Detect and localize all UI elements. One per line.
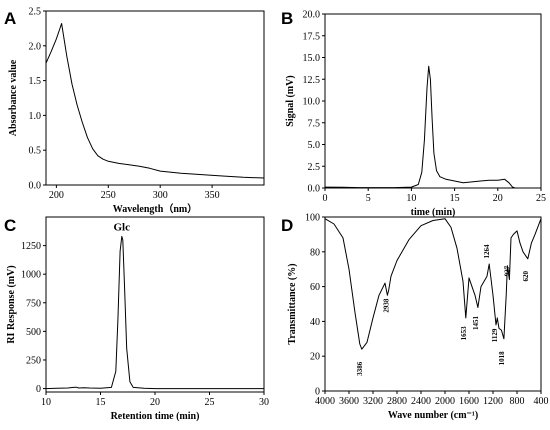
peak-annotation: 1451 — [472, 315, 480, 330]
panel-letter: D — [281, 216, 293, 235]
series-line — [45, 23, 265, 179]
x-tick-label: 15 — [96, 397, 106, 408]
y-axis-label: Signal (mV) — [285, 75, 296, 126]
x-tick-label: 4000 — [315, 396, 335, 407]
x-tick-label: 30 — [259, 397, 269, 408]
y-tick-label: 20 — [310, 352, 320, 363]
panel-A: A 200 250 300 350 0.0 0.5 1.0 1.5 2.0 2.5 Wavelengt… — [4, 7, 265, 215]
panel-C: C 10 15 20 25 30 0 250 500 750 1000 1250 Retention t… — [4, 216, 269, 422]
y-tick-label: 2.5 — [29, 7, 42, 18]
x-tick-label: 3600 — [339, 396, 359, 407]
y-tick-label: 500 — [26, 327, 41, 338]
x-tick-label: 3200 — [363, 396, 383, 407]
y-tick-label: 250 — [26, 355, 41, 366]
peak-annotation: 1129 — [491, 328, 499, 342]
peak-annotation: 1653 — [460, 326, 468, 341]
y-tick-label: 0 — [315, 387, 320, 398]
y-tick-label: 100 — [305, 213, 320, 224]
x-tick-label: 400 — [534, 396, 549, 407]
peak-annotation: 620 — [522, 271, 530, 282]
y-axis-label: Absorbance value — [8, 59, 19, 136]
y-axis-label: Transmittance (%) — [287, 263, 298, 344]
y-tick-label: 20.0 — [303, 10, 321, 21]
y-tick-label: 80 — [310, 247, 320, 258]
y-tick-label: 750 — [26, 298, 41, 309]
x-tick-label: 10 — [406, 193, 416, 204]
x-axis-label: Wavelength（nm） — [113, 202, 197, 215]
peak-annotation: 1264 — [483, 244, 491, 258]
x-tick-label: 350 — [205, 190, 220, 201]
y-tick-label: 10.0 — [303, 97, 321, 108]
x-tick-label: 300 — [153, 190, 168, 201]
x-tick-label: 1200 — [483, 396, 503, 407]
x-axis-label: Wave number (cm⁻¹) — [388, 410, 478, 421]
x-tick-label: 20 — [493, 193, 503, 204]
x-tick-label: 2800 — [387, 396, 407, 407]
y-tick-label: 1250 — [21, 241, 41, 252]
y-axis-label: RI Response (mV) — [6, 265, 17, 343]
y-tick-label: 0.0 — [308, 184, 321, 195]
y-tick-label: 7.5 — [308, 118, 321, 129]
peak-annotation: 927 — [503, 265, 511, 276]
y-tick-label: 17.5 — [303, 31, 321, 42]
x-tick-label: 2400 — [411, 396, 431, 407]
x-tick-label: 800 — [510, 396, 525, 407]
x-tick-label: 0 — [323, 193, 328, 204]
x-tick-label: 25 — [536, 193, 546, 204]
y-tick-label: 15.0 — [303, 53, 321, 64]
panel-letter: C — [4, 216, 16, 235]
peak-label: Glc — [114, 221, 131, 233]
y-tick-label: 1000 — [21, 270, 41, 281]
x-tick-label: 200 — [49, 190, 64, 201]
plot-frame — [45, 216, 265, 393]
panel-letter: B — [281, 9, 293, 28]
y-tick-label: 2.0 — [29, 41, 42, 52]
x-tick-label: 1600 — [459, 396, 479, 407]
peak-annotation: 1018 — [498, 351, 506, 366]
y-tick-label: 12.5 — [303, 75, 321, 86]
x-axis-label: time (min) — [411, 207, 456, 218]
y-tick-label: 40 — [310, 317, 320, 328]
y-tick-label: 60 — [310, 282, 320, 293]
y-tick-label: 2.5 — [308, 162, 321, 173]
series-line — [45, 235, 264, 390]
series-line — [324, 218, 542, 350]
y-tick-label: 0.5 — [29, 146, 42, 157]
x-tick-label: 20 — [150, 397, 160, 408]
y-tick-label: 0.0 — [29, 181, 42, 192]
x-tick-label: 15 — [450, 193, 460, 204]
x-tick-label: 2000 — [435, 396, 455, 407]
peak-annotation: 3386 — [356, 361, 364, 376]
plot-frame — [324, 216, 542, 392]
peak-annotation: 2938 — [383, 298, 391, 313]
x-axis-label: Retention time (min) — [111, 411, 200, 422]
panel-B: B 0 5 10 15 20 25 0.0 2.5 5.0 7.5 10.0 12.5 15.0 17.5 2… — [281, 9, 546, 218]
y-tick-label: 5.0 — [308, 140, 321, 151]
y-tick-label: 0 — [36, 384, 41, 395]
y-tick-label: 1.5 — [29, 76, 42, 87]
x-tick-label: 10 — [41, 397, 51, 408]
plot-frame — [324, 13, 542, 189]
panel-letter: A — [4, 9, 16, 28]
plot-frame — [45, 10, 265, 186]
y-tick-label: 1.0 — [29, 111, 42, 122]
series-line — [324, 65, 516, 189]
x-tick-label: 250 — [101, 190, 116, 201]
x-tick-label: 5 — [366, 193, 371, 204]
x-tick-label: 25 — [205, 397, 215, 408]
